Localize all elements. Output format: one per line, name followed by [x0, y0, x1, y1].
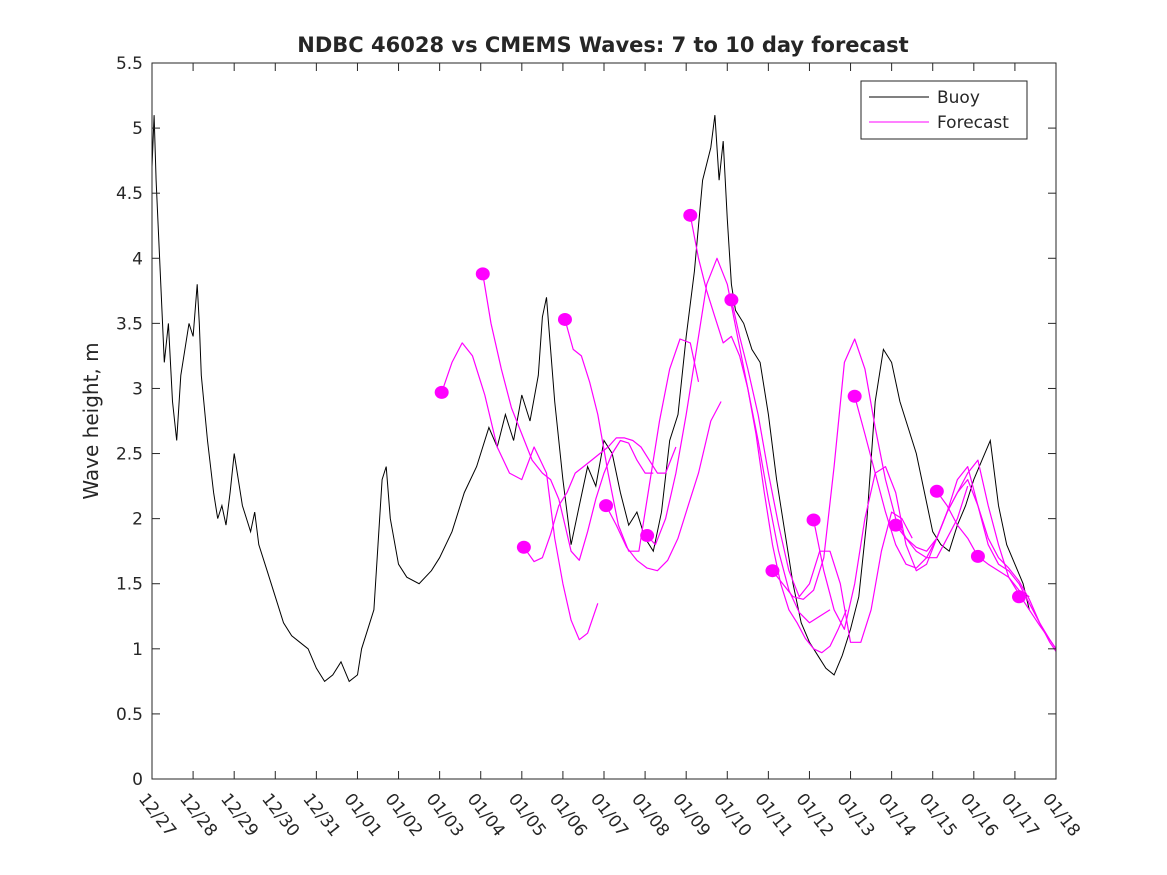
y-tick-label: 0	[132, 770, 143, 790]
forecast-series-line	[605, 401, 722, 572]
y-tick-label: 0.5	[116, 705, 143, 725]
legend-label-buoy: Buoy	[937, 88, 980, 108]
forecast-series-line	[895, 466, 1057, 650]
forecast-start-marker	[434, 385, 449, 399]
forecast-start-marker	[724, 293, 739, 307]
forecast-start-marker	[475, 267, 490, 281]
forecast-start-marker	[640, 529, 655, 543]
forecast-series-line	[564, 319, 700, 552]
y-axis-label: Wave height, m	[79, 342, 103, 499]
forecast-series-line	[482, 273, 654, 561]
y-tick-label: 3	[132, 379, 143, 399]
legend-label-forecast: Forecast	[937, 113, 1009, 133]
forecast-series-line	[772, 338, 969, 600]
legend-box	[860, 80, 1028, 140]
y-tick-label: 3.5	[116, 314, 143, 334]
forecast-start-marker	[888, 518, 903, 532]
y-tick-label: 2	[132, 510, 143, 530]
forecast-start-marker	[806, 513, 821, 527]
forecast-start-marker	[1012, 590, 1027, 604]
y-tick-label: 5.5	[116, 54, 143, 74]
buoy-series-line	[151, 115, 1030, 683]
forecast-series-line	[441, 342, 599, 641]
y-axis: 0 0.5 1 1.5 2 2.5 3 3.5 4 4.5 5 5.5	[116, 54, 1056, 790]
forecast-start-marker	[970, 549, 985, 563]
plot-area	[152, 63, 1056, 779]
series-layer	[151, 115, 1057, 683]
forecast-start-marker	[847, 389, 862, 403]
forecast-start-marker	[765, 564, 780, 578]
legend: Buoy Forecast	[860, 80, 1028, 140]
y-tick-label: 4	[132, 249, 143, 269]
y-tick-label: 2.5	[116, 445, 143, 465]
forecast-start-marker	[929, 484, 944, 498]
forecast-series-line	[646, 257, 831, 624]
forecast-series-line	[813, 459, 1030, 630]
forecast-start-marker	[599, 499, 614, 513]
forecast-series-line	[936, 490, 1057, 650]
forecast-series-line	[689, 215, 847, 654]
y-tick-label: 1.5	[116, 575, 143, 595]
chart-title: NDBC 46028 vs CMEMS Waves: 7 to 10 day f…	[297, 33, 908, 57]
forecast-series-line	[523, 437, 677, 563]
y-tick-label: 1	[132, 640, 143, 660]
forecast-start-marker	[683, 208, 698, 222]
forecast-start-marker	[557, 312, 572, 326]
forecast-start-marker	[516, 540, 531, 554]
forecast-start-markers	[434, 208, 1027, 604]
y-tick-label: 5	[132, 119, 143, 139]
y-tick-label: 4.5	[116, 184, 143, 204]
